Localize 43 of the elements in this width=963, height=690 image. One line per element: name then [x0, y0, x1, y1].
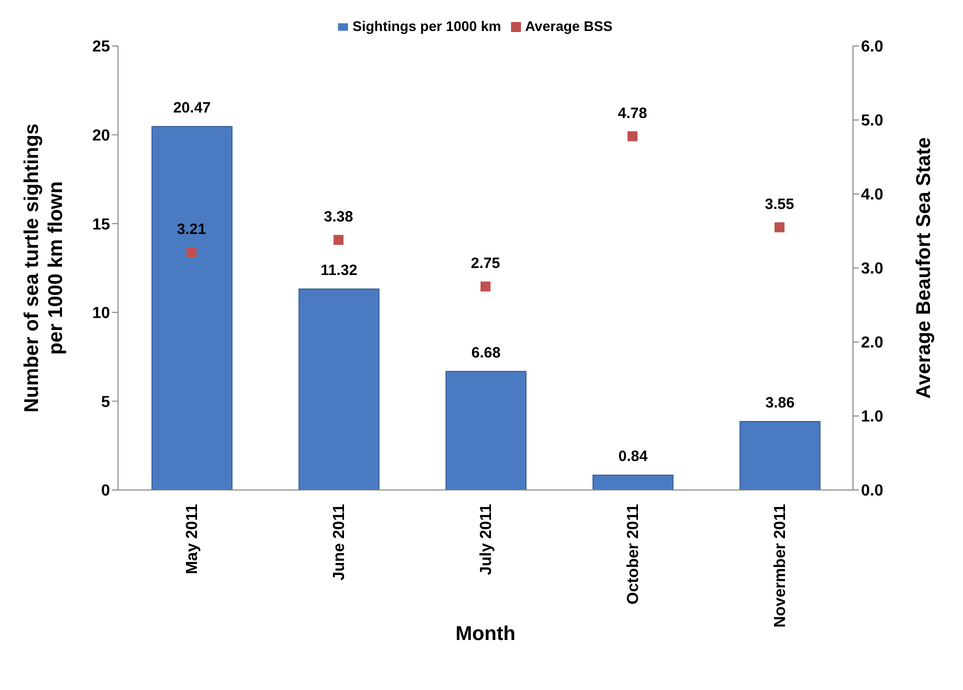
data-label: 20.47 — [173, 99, 211, 116]
bar — [298, 288, 380, 490]
y-tick-label: 5 — [101, 394, 110, 411]
x-axis-title: Month — [456, 623, 516, 645]
y2-tick-label: 4.0 — [861, 186, 884, 204]
x-tick-label: July 2011 — [478, 504, 495, 576]
x-tick-label: June 2011 — [330, 504, 348, 580]
y2-axis-title: Average Beaufort Sea State — [913, 137, 936, 399]
point — [628, 131, 638, 142]
y2-tick-label: 0.0 — [861, 482, 884, 500]
y2-tick-label: 3.0 — [861, 260, 884, 278]
data-label: 0.84 — [618, 448, 648, 466]
point — [774, 222, 784, 232]
x-tick-label: Novermber 2011 — [772, 504, 789, 628]
y2-tick-label: 2.0 — [861, 334, 884, 352]
point — [480, 282, 490, 292]
data-label: 2.75 — [470, 254, 500, 272]
data-label: 3.21 — [176, 220, 206, 238]
point — [186, 247, 196, 258]
y-tick-label: 20 — [92, 127, 110, 144]
data-label: 3.38 — [324, 208, 354, 226]
y-tick-label: 15 — [92, 216, 110, 234]
y-tick-label: 0 — [101, 482, 110, 500]
x-tick-label: October 2011 — [624, 504, 642, 604]
y-tick-label: 25 — [92, 38, 110, 56]
point — [334, 234, 344, 245]
bar — [152, 126, 232, 490]
y-tick-label: 10 — [92, 305, 110, 322]
x-tick-label: May 2011 — [184, 504, 201, 574]
y2-tick-label: 5.0 — [861, 112, 884, 130]
data-label: 11.32 — [320, 262, 358, 279]
bar — [740, 420, 820, 490]
legend-label: Average BSS — [525, 18, 613, 34]
data-label: 6.68 — [471, 344, 501, 362]
bar — [446, 370, 526, 490]
bar — [592, 474, 674, 490]
y2-tick-label: 6.0 — [861, 38, 884, 56]
y-axis-title: Number of sea turtle sightings per 1000 km flown — [21, 124, 67, 412]
y2-tick-label: 1.0 — [861, 408, 884, 426]
legend-label: Sightings per 1000 km — [352, 18, 502, 34]
data-label: 3.86 — [765, 394, 795, 412]
data-label: 4.78 — [618, 104, 648, 122]
data-label: 3.55 — [764, 196, 794, 213]
